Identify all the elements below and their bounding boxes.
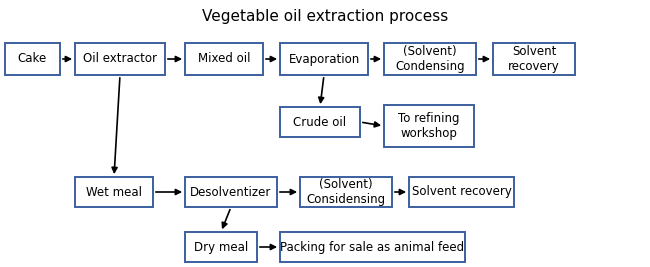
FancyBboxPatch shape: [75, 43, 165, 75]
Text: Desolventizer: Desolventizer: [190, 186, 272, 198]
FancyBboxPatch shape: [384, 43, 476, 75]
FancyBboxPatch shape: [185, 232, 257, 262]
FancyBboxPatch shape: [493, 43, 575, 75]
Text: Wet meal: Wet meal: [86, 186, 142, 198]
Text: Solvent
recovery: Solvent recovery: [508, 45, 560, 73]
Text: Cake: Cake: [18, 53, 47, 65]
Text: To refining
workshop: To refining workshop: [398, 112, 460, 140]
Text: (Solvent)
Condensing: (Solvent) Condensing: [395, 45, 465, 73]
FancyBboxPatch shape: [185, 43, 263, 75]
Text: Crude oil: Crude oil: [293, 116, 346, 128]
Text: Oil extractor: Oil extractor: [83, 53, 157, 65]
Text: Mixed oil: Mixed oil: [198, 53, 250, 65]
Text: Solvent recovery: Solvent recovery: [411, 186, 512, 198]
FancyBboxPatch shape: [280, 232, 465, 262]
FancyBboxPatch shape: [409, 177, 514, 207]
FancyBboxPatch shape: [300, 177, 392, 207]
FancyBboxPatch shape: [280, 107, 360, 137]
FancyBboxPatch shape: [185, 177, 277, 207]
FancyBboxPatch shape: [75, 177, 153, 207]
Text: Evaporation: Evaporation: [289, 53, 359, 65]
Text: Dry meal: Dry meal: [194, 241, 248, 253]
FancyBboxPatch shape: [5, 43, 60, 75]
Text: Vegetable oil extraction process: Vegetable oil extraction process: [202, 10, 448, 25]
Text: Packing for sale as animal feed: Packing for sale as animal feed: [280, 241, 465, 253]
FancyBboxPatch shape: [280, 43, 368, 75]
Text: (Solvent)
Considensing: (Solvent) Considensing: [306, 178, 385, 206]
FancyBboxPatch shape: [384, 105, 474, 147]
